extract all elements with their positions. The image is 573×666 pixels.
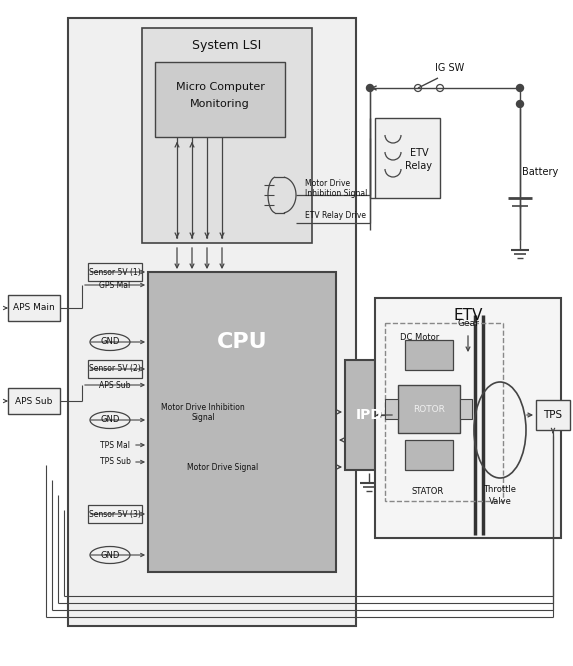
Text: CPU: CPU <box>217 332 268 352</box>
Bar <box>142 28 312 243</box>
Text: ETV: ETV <box>453 308 482 324</box>
Text: APS Sub: APS Sub <box>15 396 53 406</box>
Circle shape <box>516 85 524 91</box>
Text: Signal: Signal <box>191 414 215 422</box>
Text: TPS: TPS <box>543 410 563 420</box>
Bar <box>8 295 60 321</box>
Text: STATOR: STATOR <box>412 488 444 496</box>
Circle shape <box>367 85 374 91</box>
Bar <box>88 360 142 378</box>
Text: Valve: Valve <box>489 496 512 505</box>
Bar <box>88 505 142 523</box>
Text: Motor Drive: Motor Drive <box>305 178 350 188</box>
Text: GND: GND <box>100 338 120 346</box>
Bar <box>460 399 472 419</box>
Bar <box>405 340 453 370</box>
Text: Relay: Relay <box>406 161 433 171</box>
Text: Sensor 5V (1): Sensor 5V (1) <box>89 268 141 276</box>
Circle shape <box>516 101 524 107</box>
Bar <box>405 440 453 470</box>
Bar <box>155 62 285 137</box>
Text: IPD: IPD <box>356 408 382 422</box>
Text: APS Sub: APS Sub <box>99 380 131 390</box>
Bar <box>385 399 398 419</box>
Text: GPS Mal: GPS Mal <box>99 280 131 290</box>
Bar <box>68 18 356 626</box>
Text: Throttle: Throttle <box>484 486 516 494</box>
Text: Monitoring: Monitoring <box>190 99 250 109</box>
Text: IG SW: IG SW <box>435 63 465 73</box>
Bar <box>345 360 393 470</box>
Text: Micro Computer: Micro Computer <box>175 82 264 92</box>
Bar <box>375 298 561 538</box>
Text: DC Motor: DC Motor <box>401 332 439 342</box>
Text: ROTOR: ROTOR <box>413 404 445 414</box>
Text: Inhibition Signal: Inhibition Signal <box>305 188 367 198</box>
Text: Sensor 5V (3): Sensor 5V (3) <box>89 509 141 519</box>
Text: Motor Drive Inhibition: Motor Drive Inhibition <box>161 402 245 412</box>
Text: TPS Mal: TPS Mal <box>100 440 130 450</box>
Bar <box>375 118 440 198</box>
Text: GND: GND <box>100 416 120 424</box>
Bar <box>148 272 336 572</box>
Text: Gear: Gear <box>457 318 479 328</box>
Text: Motor Drive Signal: Motor Drive Signal <box>187 462 258 472</box>
Text: System LSI: System LSI <box>193 39 262 53</box>
Text: APS Main: APS Main <box>13 304 55 312</box>
Text: Sensor 5V (2): Sensor 5V (2) <box>89 364 141 374</box>
Bar <box>398 385 460 433</box>
Bar <box>536 400 570 430</box>
Ellipse shape <box>90 547 130 563</box>
Bar <box>385 323 503 501</box>
Text: Battery: Battery <box>522 167 558 177</box>
Text: ETV: ETV <box>410 148 428 158</box>
Ellipse shape <box>90 412 130 428</box>
Bar <box>88 263 142 281</box>
Text: TPS Sub: TPS Sub <box>100 458 131 466</box>
Text: ETV Relay Drive: ETV Relay Drive <box>305 210 366 220</box>
Text: GND: GND <box>100 551 120 559</box>
Ellipse shape <box>90 334 130 350</box>
Bar <box>8 388 60 414</box>
